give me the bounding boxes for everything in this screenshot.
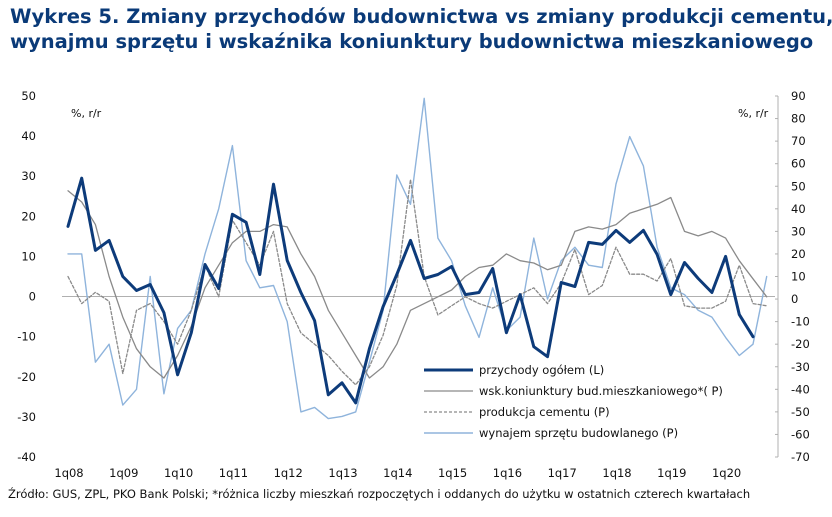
y-right-tick-label: 10 [791, 270, 806, 284]
chart-title: Wykres 5. Zmiany przychodów budownictwa … [10, 4, 832, 54]
legend-label: wynajem sprzętu budowlanego (P) [479, 426, 678, 440]
legend-label: produkcja cementu (P) [479, 405, 610, 419]
source-note: Źródło: GUS, ZPL, PKO Bank Polski; *różn… [8, 487, 751, 501]
series-line-grey [67, 190, 768, 379]
y-left-tick-label: 40 [21, 129, 36, 143]
y-right-tick-label: 90 [791, 89, 806, 103]
legend-label: wsk.koniunktury bud.mieszkaniowego*( P) [479, 384, 723, 398]
y-right-tick-label: -30 [791, 360, 810, 374]
y-right-tick-label: 60 [791, 157, 806, 171]
y-left-tick-label: -30 [17, 410, 36, 424]
x-tick-label: 1q20 [712, 466, 741, 480]
y-left-tick-label: 20 [21, 209, 36, 223]
x-tick-label: 1q14 [383, 466, 412, 480]
series-line-dashed [67, 178, 768, 386]
y-left-tick-label: -10 [17, 330, 36, 344]
x-tick-label: 1q18 [602, 466, 631, 480]
y-right-tick-label: -60 [791, 427, 810, 441]
y-right-tick-label: 40 [791, 202, 806, 216]
series-line-thick [66, 176, 755, 405]
chart-title-line-1: Wykres 5. Zmiany przychodów budownictwa … [10, 5, 832, 28]
x-tick-label: 1q08 [54, 466, 83, 480]
y-right-unit-label: %, r/r [738, 107, 769, 120]
y-right-tick-label: -40 [791, 382, 810, 396]
y-right-tick-label: 0 [791, 292, 798, 306]
x-tick-label: 1q13 [328, 466, 357, 480]
y-right-tick-label: 70 [791, 134, 806, 148]
y-left-tick-label: 10 [21, 249, 36, 263]
x-tick-label: 1q09 [109, 466, 138, 480]
y-left-tick-label: 30 [21, 169, 36, 183]
x-tick-label: 1q12 [274, 466, 303, 480]
chart-title-line-2: wynajmu sprzętu i wskaźnika koniunktury … [10, 30, 814, 53]
x-tick-label: 1q17 [548, 466, 577, 480]
x-tick-label: 1q10 [164, 466, 193, 480]
y-right-tick-label: 50 [791, 179, 806, 193]
legend-label: przychody ogółem (L) [479, 363, 604, 377]
x-tick-label: 1q15 [438, 466, 467, 480]
y-left-tick-label: 0 [29, 290, 36, 304]
y-right-tick-label: 20 [791, 247, 806, 261]
y-left-tick-label: -40 [17, 450, 36, 464]
x-tick-label: 1q11 [219, 466, 248, 480]
y-left-tick-label: -20 [17, 370, 36, 384]
y-left-unit-label: %, r/r [71, 107, 102, 120]
y-right-tick-label: -10 [791, 315, 810, 329]
y-right-tick-label: -50 [791, 405, 810, 419]
y-right-tick-label: -70 [791, 450, 810, 464]
x-tick-label: 1q16 [493, 466, 522, 480]
y-right-tick-label: 80 [791, 112, 806, 126]
y-right-tick-label: -20 [791, 337, 810, 351]
x-tick-label: 1q19 [657, 466, 686, 480]
y-right-tick-label: 30 [791, 224, 806, 238]
y-left-tick-label: 50 [21, 89, 36, 103]
